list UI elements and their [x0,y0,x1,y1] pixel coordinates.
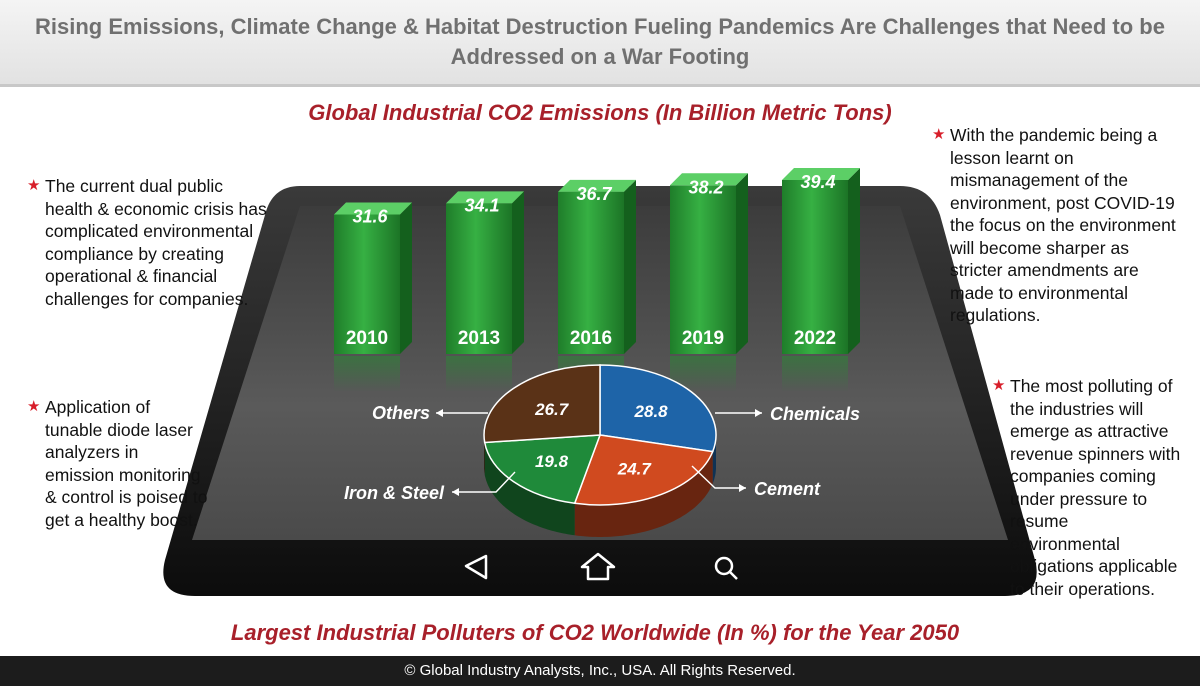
pie-side-chemicals [712,436,716,484]
pie-value-label: 28.8 [634,402,669,421]
pie-category-label: Others [372,403,430,423]
back-icon[interactable] [464,554,488,580]
left-bullet-text: The current dual public health & economi… [45,176,267,309]
left-bullet-2: ★ Application of tunable diode laser ana… [27,396,210,531]
bar-side [512,191,524,354]
pie-slice-others [483,364,601,444]
pie-slice-iron-steel [483,434,602,505]
pie-value-label: 26.7 [534,400,570,419]
pie-category-label: Iron & Steel [344,483,445,503]
bar-front [782,180,848,354]
pie-value-label: 19.8 [535,452,569,471]
star-icon: ★ [27,177,41,194]
bar-chart-title: Global Industrial CO2 Emissions (In Bill… [308,100,892,125]
pie-slice-cement [573,434,714,506]
header-bar: Rising Emissions, Climate Change & Habit… [0,0,1200,87]
right-bullet-2: ★ The most polluting of the industries w… [992,375,1182,600]
bar-front [446,203,512,354]
pie-side-others [484,436,485,475]
bar-value-label: 39.4 [800,172,835,192]
callout-cement: Cement [691,465,821,499]
arrow-icon [755,409,762,417]
arrow-icon [452,488,459,496]
bar-reflection [334,356,400,392]
bar-front [558,191,624,354]
bar-value-label: 34.1 [464,195,499,215]
pie-side-cement [574,451,713,537]
bar-reflection [446,356,512,392]
right-bullet-1: ★ With the pandemic being a lesson learn… [932,124,1182,327]
bar-value-label: 36.7 [576,184,612,204]
pie-value-label: 24.7 [617,459,653,478]
bar-2016: 36.7 2016 [558,179,636,392]
bar-top [446,191,524,204]
callout-iron-steel: Iron & Steel [344,471,516,503]
pie-chart-title: Largest Industrial Polluters of CO2 Worl… [230,620,960,645]
arrow-icon [436,409,443,417]
page-title: Rising Emissions, Climate Change & Habit… [35,14,1165,69]
bar-top [670,173,748,186]
bar-value-label: 31.6 [352,206,388,226]
home-icon[interactable] [580,552,616,581]
star-icon: ★ [992,377,1006,394]
bar-category-label: 2022 [794,328,836,349]
bar-2022: 39.4 2022 [782,168,860,392]
pie-category-label: Cement [754,479,821,499]
star-icon: ★ [932,126,946,143]
bar-side [736,173,748,354]
bar-category-label: 2010 [346,328,388,349]
bar-value-label: 38.2 [688,177,723,197]
bar-2019: 38.2 2019 [670,173,748,392]
bar-2013: 34.1 2013 [446,191,524,392]
star-icon: ★ [27,398,41,415]
bar-top [334,202,412,215]
left-bullet-text: Application of tunable diode laser analy… [45,397,208,530]
footer-copyright: © Global Industry Analysts, Inc., USA. A… [0,656,1200,686]
pie-category-label: Chemicals [770,404,860,424]
bar-reflection [782,356,848,392]
bar-top [782,168,860,180]
search-icon[interactable] [714,556,738,580]
bar-side [624,179,636,354]
bar-top [558,179,636,192]
bar-side [848,168,860,354]
bar-category-label: 2016 [570,328,612,349]
callout-others: Others [372,403,488,423]
right-bullet-text: The most polluting of the industries wil… [1010,376,1181,599]
bar-group: 31.6 2010 34.1 2013 36.7 2016 38.2 2019 39.4 2022 [334,168,860,392]
bar-front [334,214,400,354]
pie-slice-chemicals [599,364,717,453]
pie-side-iron-steel [484,442,575,536]
callout-chemicals: Chemicals [715,404,860,424]
arrow-icon [739,484,746,492]
bar-category-label: 2019 [682,328,724,349]
bar-2010: 31.6 2010 [334,202,412,392]
bar-side [400,202,412,354]
left-bullet-1: ★ The current dual public health & econo… [27,175,275,310]
bar-front [670,185,736,354]
right-bullet-text: With the pandemic being a lesson learnt … [950,125,1176,325]
bar-category-label: 2013 [458,328,500,349]
pie-group: 28.8 24.7 19.8 26.7 Chemicals Cement Iron & St… [344,364,860,537]
